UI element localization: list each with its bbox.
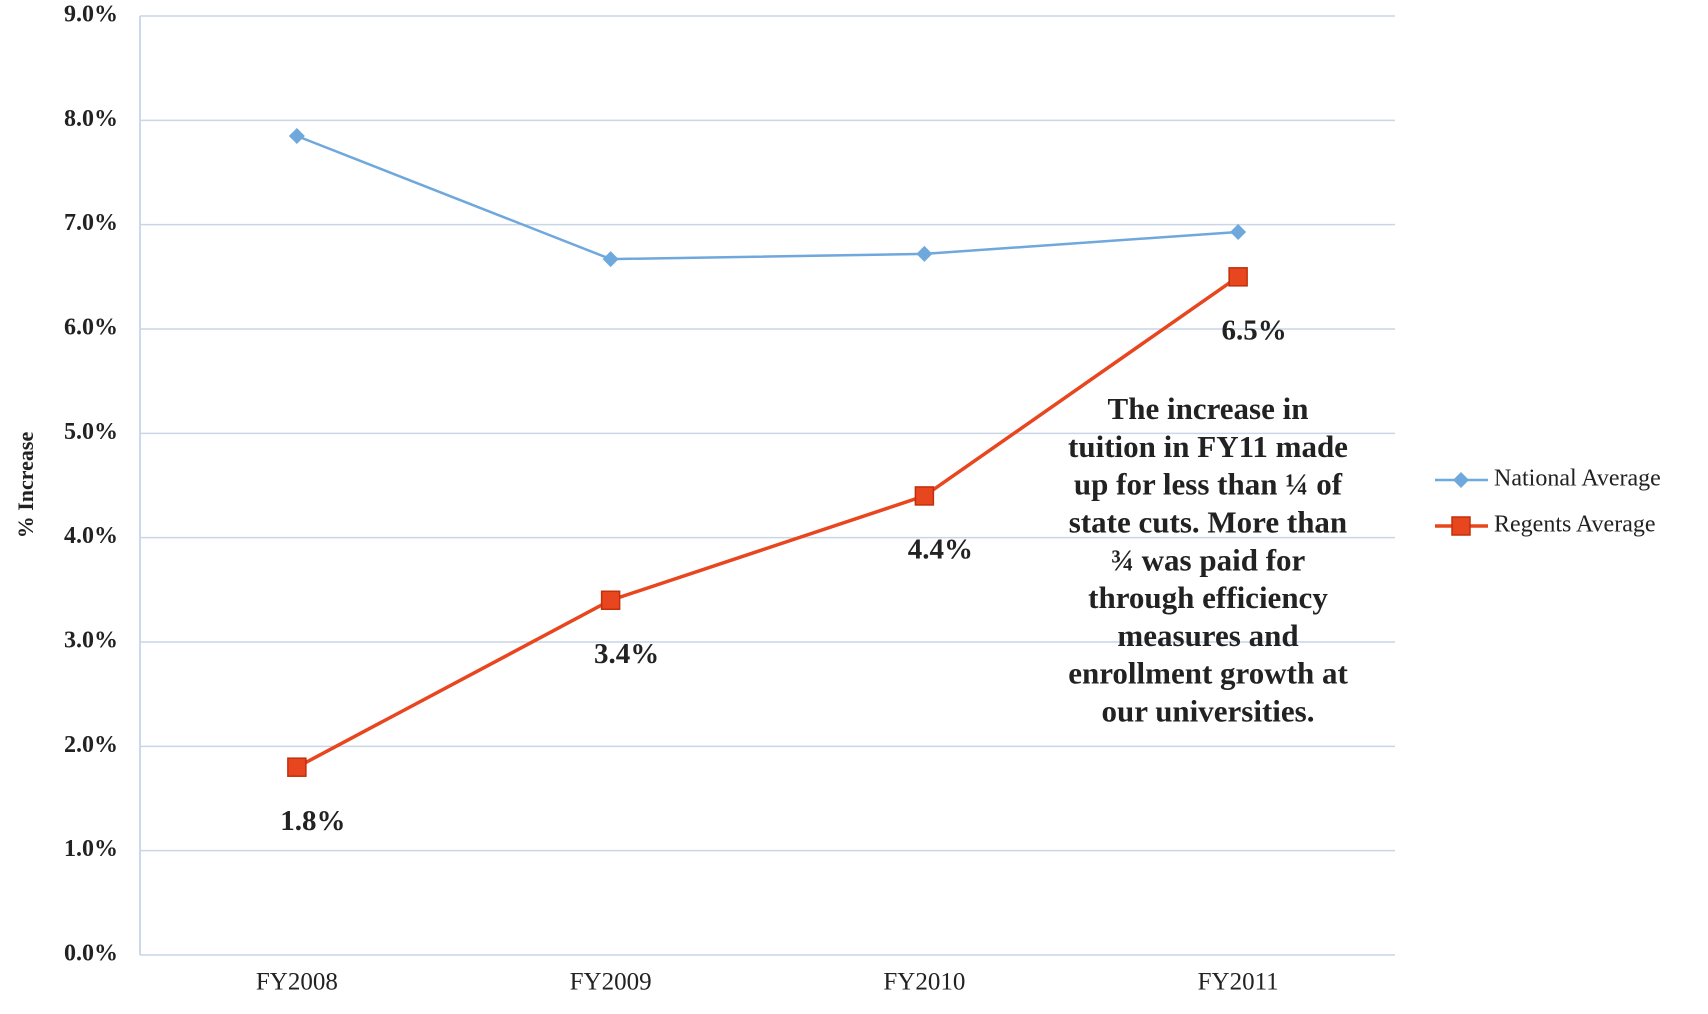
y-tick-label: 5.0%	[64, 419, 118, 445]
y-axis-label: % Increase	[13, 432, 38, 539]
annotation: enrollment growth at	[1068, 656, 1348, 691]
y-tick-label: 7.0%	[64, 210, 118, 236]
annotation: ¾ was paid for	[1111, 542, 1306, 577]
series-line	[296, 134, 1239, 261]
data-label: 6.5%	[1222, 314, 1287, 346]
y-tick-label: 9.0%	[64, 2, 118, 28]
annotation: our universities.	[1102, 694, 1315, 729]
legend-label: National Average	[1494, 466, 1661, 492]
y-tick-label: 8.0%	[64, 106, 118, 132]
marker	[600, 590, 621, 611]
annotation: measures and	[1117, 618, 1298, 653]
annotation: through efficiency	[1088, 580, 1328, 615]
marker	[916, 245, 933, 262]
y-tick-label: 0.0%	[64, 941, 118, 967]
x-tick-label: FY2009	[570, 969, 652, 996]
y-tick-label: 1.0%	[64, 836, 118, 862]
legend-marker	[1451, 516, 1471, 536]
legend-marker	[1453, 472, 1469, 488]
marker	[1230, 223, 1247, 240]
annotation: The increase in	[1108, 391, 1309, 426]
x-tick-label: FY2008	[256, 969, 338, 996]
data-label: 3.4%	[594, 638, 659, 670]
y-tick-label: 4.0%	[64, 523, 118, 549]
marker	[287, 757, 307, 777]
y-tick-label: 2.0%	[64, 732, 118, 758]
y-tick-label: 3.0%	[64, 628, 118, 654]
marker	[602, 251, 619, 268]
marker	[1228, 267, 1248, 287]
annotation: tuition in FY11 made	[1068, 429, 1348, 464]
marker	[914, 486, 935, 506]
x-tick-label: FY2010	[883, 969, 965, 996]
x-tick-label: FY2011	[1198, 969, 1279, 996]
legend-label: Regents Average	[1494, 512, 1656, 538]
series-line	[296, 275, 1240, 769]
annotation: state cuts. More than	[1069, 505, 1347, 540]
y-tick-label: 6.0%	[64, 315, 118, 341]
data-label: 4.4%	[908, 534, 973, 566]
annotation: up for less than ¼ of	[1074, 467, 1343, 502]
marker	[288, 127, 305, 144]
data-label: 1.8%	[280, 805, 345, 837]
